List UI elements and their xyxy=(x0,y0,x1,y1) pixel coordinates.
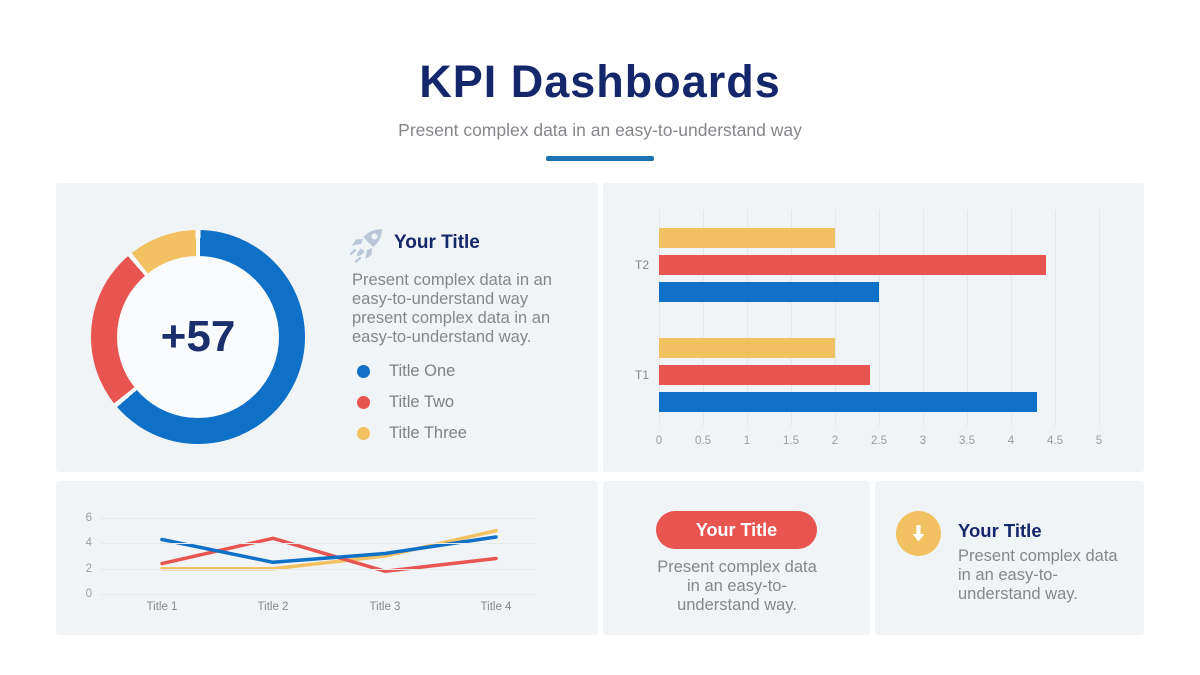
rocket-icon xyxy=(348,223,388,263)
donut-card-title: Your Title xyxy=(394,232,480,253)
legend-item: Title Three xyxy=(357,424,467,442)
bar-gridline xyxy=(747,210,748,426)
donut-card: +57 Your Title Present complex data in a… xyxy=(56,183,598,472)
line-ytick-label: 4 xyxy=(85,537,92,550)
bar-chart-plot xyxy=(659,210,1100,426)
bar-axis-tick-label: 2.5 xyxy=(871,435,887,447)
your-title-button[interactable]: Your Title xyxy=(656,511,817,549)
line-title-one xyxy=(160,535,498,565)
line-chart xyxy=(160,528,498,573)
legend-label: Title Two xyxy=(389,393,455,411)
bar-axis-tick-label: 2 xyxy=(831,435,839,447)
bar-t1-title-three xyxy=(659,338,835,358)
line-xtick-label: Title 2 xyxy=(257,601,289,613)
bar-axis-tick-label: 0.5 xyxy=(695,435,711,447)
bar-gridline xyxy=(791,210,792,426)
title-underline xyxy=(546,156,654,161)
line-gridline xyxy=(101,543,536,545)
line-ytick-label: 6 xyxy=(85,512,92,524)
bar-axis-tick-label: 5 xyxy=(1095,435,1103,447)
arrow-card-body: Present complex data in an easy-to-under… xyxy=(958,547,1118,603)
legend-dot xyxy=(357,365,370,378)
line-xtick-label: Title 3 xyxy=(369,601,401,613)
bar-axis-tick-label: 3.5 xyxy=(959,435,975,447)
bar-chart-card: T2 T1 0 0.5 1 1.5 2 2.5 3 3.5 4 4.5 5 xyxy=(603,183,1144,472)
line-chart-card: 0 2 4 6 Title 1 Title 2 Title 3 Title 4 xyxy=(56,481,598,635)
bar-gridline xyxy=(835,210,836,426)
bar-axis-tick-label: 3 xyxy=(919,435,927,447)
bar-axis-tick-label: 0 xyxy=(655,435,663,447)
down-arrow-icon xyxy=(896,511,941,556)
donut-hole xyxy=(117,256,279,418)
bar-t1-title-two xyxy=(659,365,871,385)
donut-center-value: +57 xyxy=(160,312,236,361)
bar-t2-title-two xyxy=(659,255,1047,275)
legend-item: Title Two xyxy=(357,393,467,411)
bar-gridline xyxy=(1055,210,1056,426)
line-gridline xyxy=(101,594,536,595)
bar-axis-tick-label: 4 xyxy=(1007,435,1015,447)
bar-gridline xyxy=(1099,210,1100,426)
bar-gridline xyxy=(967,210,968,426)
legend-dot xyxy=(357,396,370,409)
legend-item: Title One xyxy=(357,362,467,380)
bar-axis-tick-label: 4.5 xyxy=(1047,435,1063,447)
page-subtitle: Present complex data in an easy-to-under… xyxy=(398,120,802,140)
donut-card-body: Present complex data in an easy-to-under… xyxy=(352,271,552,346)
legend-label: Title Three xyxy=(389,424,467,442)
bar-category-label: T2 xyxy=(634,258,649,272)
line-ytick-label: 2 xyxy=(85,562,92,575)
donut-chart: +57 xyxy=(91,230,305,444)
line-xtick-label: Title 4 xyxy=(480,601,512,613)
bar-gridline xyxy=(659,210,660,426)
legend-dot xyxy=(357,427,370,440)
bar-t1-title-one xyxy=(659,392,1038,412)
bar-category-label: T1 xyxy=(634,368,649,382)
bar-gridline xyxy=(879,210,880,426)
donut-legend: Title One Title Two Title Three xyxy=(357,362,467,458)
bar-gridline xyxy=(703,210,704,426)
bar-gridline xyxy=(1011,210,1012,426)
line-gridline xyxy=(101,518,536,519)
legend-label: Title One xyxy=(389,362,456,380)
bar-axis-tick-label: 1 xyxy=(743,435,751,447)
button-card-body: Present complex data in an easy-to-under… xyxy=(657,558,817,614)
arrow-card-title: Your Title xyxy=(958,520,1042,541)
arrow-card: Your Title Present complex data in an ea… xyxy=(875,481,1144,635)
page-title: KPI Dashboards xyxy=(419,56,781,107)
line-xtick-label: Title 1 xyxy=(146,601,178,613)
bar-t2-title-one xyxy=(659,282,879,302)
bar-t2-title-three xyxy=(659,228,835,248)
bar-axis-tick-label: 1.5 xyxy=(783,435,799,447)
line-gridline xyxy=(101,568,536,570)
line-ytick-label: 0 xyxy=(85,588,92,600)
button-card: Your Title Present complex data in an ea… xyxy=(603,481,870,635)
bar-gridline xyxy=(923,210,924,426)
